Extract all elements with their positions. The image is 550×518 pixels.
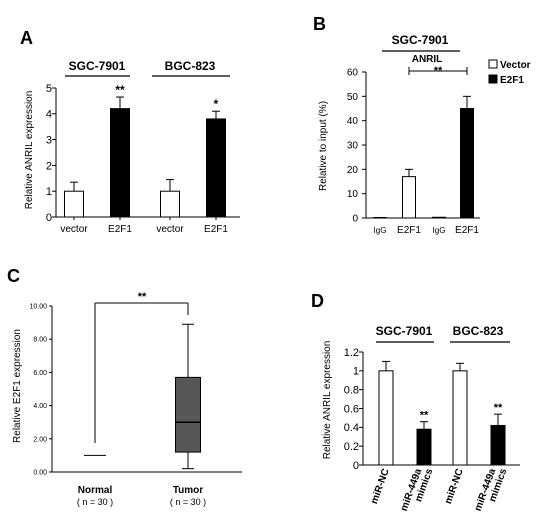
bar — [378, 370, 394, 466]
x-tick-label: IgG — [433, 226, 446, 235]
y-tick-label: 0.8 — [344, 385, 359, 397]
panel-a-y-axis-label: Relative ANRIL expression — [24, 91, 35, 210]
x-tick-label: vector — [156, 224, 184, 235]
y-tick-label: 30 — [347, 141, 359, 152]
y-tick-label: 0 — [46, 212, 52, 224]
bar — [432, 216, 446, 219]
panel-c-y-axis-label: Relative E2F1 expression — [12, 329, 23, 443]
group-label: BGC-823 — [453, 324, 504, 338]
panel-b-y-axis-label: Relative to input (%) — [318, 101, 329, 191]
group-label: SGC-7901 — [69, 59, 126, 73]
significance-marker: ** — [420, 410, 429, 422]
y-tick-label: 5 — [46, 83, 52, 95]
y-tick-label: 60 — [347, 68, 359, 79]
x-tick-sublabel: ( n = 30 ) — [170, 497, 206, 507]
x-tick-label: E2F1 — [397, 225, 421, 236]
bar — [206, 118, 226, 218]
bar — [460, 108, 474, 219]
y-tick-label: 3 — [46, 134, 52, 146]
panel-a-letter: A — [20, 28, 33, 48]
y-tick-label: 0.2 — [344, 441, 359, 453]
legend-swatch — [488, 59, 498, 69]
x-tick-label: miR-NC — [369, 467, 392, 505]
y-tick-label: 1 — [46, 186, 52, 198]
x-tick-label: Normal — [78, 485, 113, 496]
panel-a-group-labels: SGC-7901 BGC-823 — [65, 59, 230, 77]
significance-marker: ** — [138, 291, 147, 303]
legend-label: E2F1 — [500, 75, 524, 86]
y-tick-label: 50 — [347, 92, 359, 103]
panel-a-bars: *** — [64, 83, 226, 218]
legend-swatch — [488, 74, 498, 84]
x-tick-label: Tumor — [173, 485, 203, 496]
y-tick-label: 0.4 — [344, 422, 359, 434]
panel-c-boxes: ** — [84, 291, 201, 470]
x-tick-sublabel: ( n = 30 ) — [77, 497, 113, 507]
significance-marker: * — [214, 97, 219, 111]
y-tick-label: 4 — [46, 109, 52, 121]
target-label: ANRIL — [412, 54, 443, 65]
y-tick-label: 6.00 — [33, 370, 47, 377]
panel-d-y-axis-label: Relative ANRIL expression — [322, 341, 333, 460]
panel-d-letter: D — [311, 291, 324, 311]
y-tick-label: 20 — [347, 165, 359, 176]
y-tick-label: 8.00 — [33, 337, 47, 344]
bar — [160, 190, 180, 218]
significance-marker: ** — [434, 65, 443, 77]
bar — [452, 370, 468, 466]
panel-b-bars — [373, 95, 474, 219]
group-label: SGC-7901 — [376, 324, 433, 338]
bar — [402, 176, 416, 219]
x-tick-label: vector — [60, 224, 88, 235]
bar — [490, 424, 506, 466]
y-tick-label: 0.6 — [344, 403, 359, 415]
panel-d-group-labels: SGC-7901 BGC-823 — [376, 324, 510, 343]
y-tick-label: 10 — [347, 189, 359, 200]
y-tick-label: 0 — [352, 214, 358, 225]
x-tick-label: E2F1 — [204, 224, 228, 235]
group-label: SGC-7901 — [392, 33, 449, 47]
bar — [373, 217, 387, 219]
y-tick-label: 0 — [353, 460, 359, 472]
bar — [416, 428, 432, 466]
y-tick-label: 2.00 — [33, 436, 47, 443]
x-tick-label: E2F1 — [455, 225, 479, 236]
x-tick-label: IgG — [374, 226, 387, 235]
bar — [110, 108, 130, 218]
box — [175, 376, 201, 453]
y-tick-label: 1.2 — [344, 347, 359, 359]
y-tick-label: 40 — [347, 116, 359, 127]
panel-b: B Relative to input (%) 0 10 20 30 40 50 60 IgG… — [313, 14, 531, 236]
x-tick-label: miR-NC — [443, 467, 466, 505]
panel-a: A Relative ANRIL expression 0 1 2 3 4 5 vector… — [20, 28, 240, 235]
x-tick-label: E2F1 — [108, 224, 132, 235]
panel-b-legend: Vector E2F1 — [488, 59, 531, 86]
y-tick-label: 10.00 — [29, 303, 47, 310]
significance-marker: ** — [494, 402, 503, 414]
panel-b-header: SGC-7901 ANRIL** — [382, 33, 468, 77]
bar — [64, 190, 84, 218]
panel-b-letter: B — [313, 14, 326, 34]
y-tick-label: 1 — [353, 366, 359, 378]
panel-c: C Relative E2F1 expression 0.00 2.00 4.00 6… — [7, 266, 242, 507]
group-label: BGC-823 — [165, 59, 216, 73]
legend-label: Vector — [500, 60, 531, 71]
panel-c-letter: C — [7, 266, 20, 286]
panel-d-bars: ** ** — [378, 360, 506, 466]
panel-d: D Relative ANRIL expression 0 0.2 0.4 0.6 0.… — [311, 291, 520, 513]
y-tick-label: 2 — [46, 160, 52, 172]
y-tick-label: 4.00 — [33, 403, 47, 410]
y-tick-label: 0.00 — [33, 469, 47, 476]
significance-marker: ** — [115, 83, 125, 97]
